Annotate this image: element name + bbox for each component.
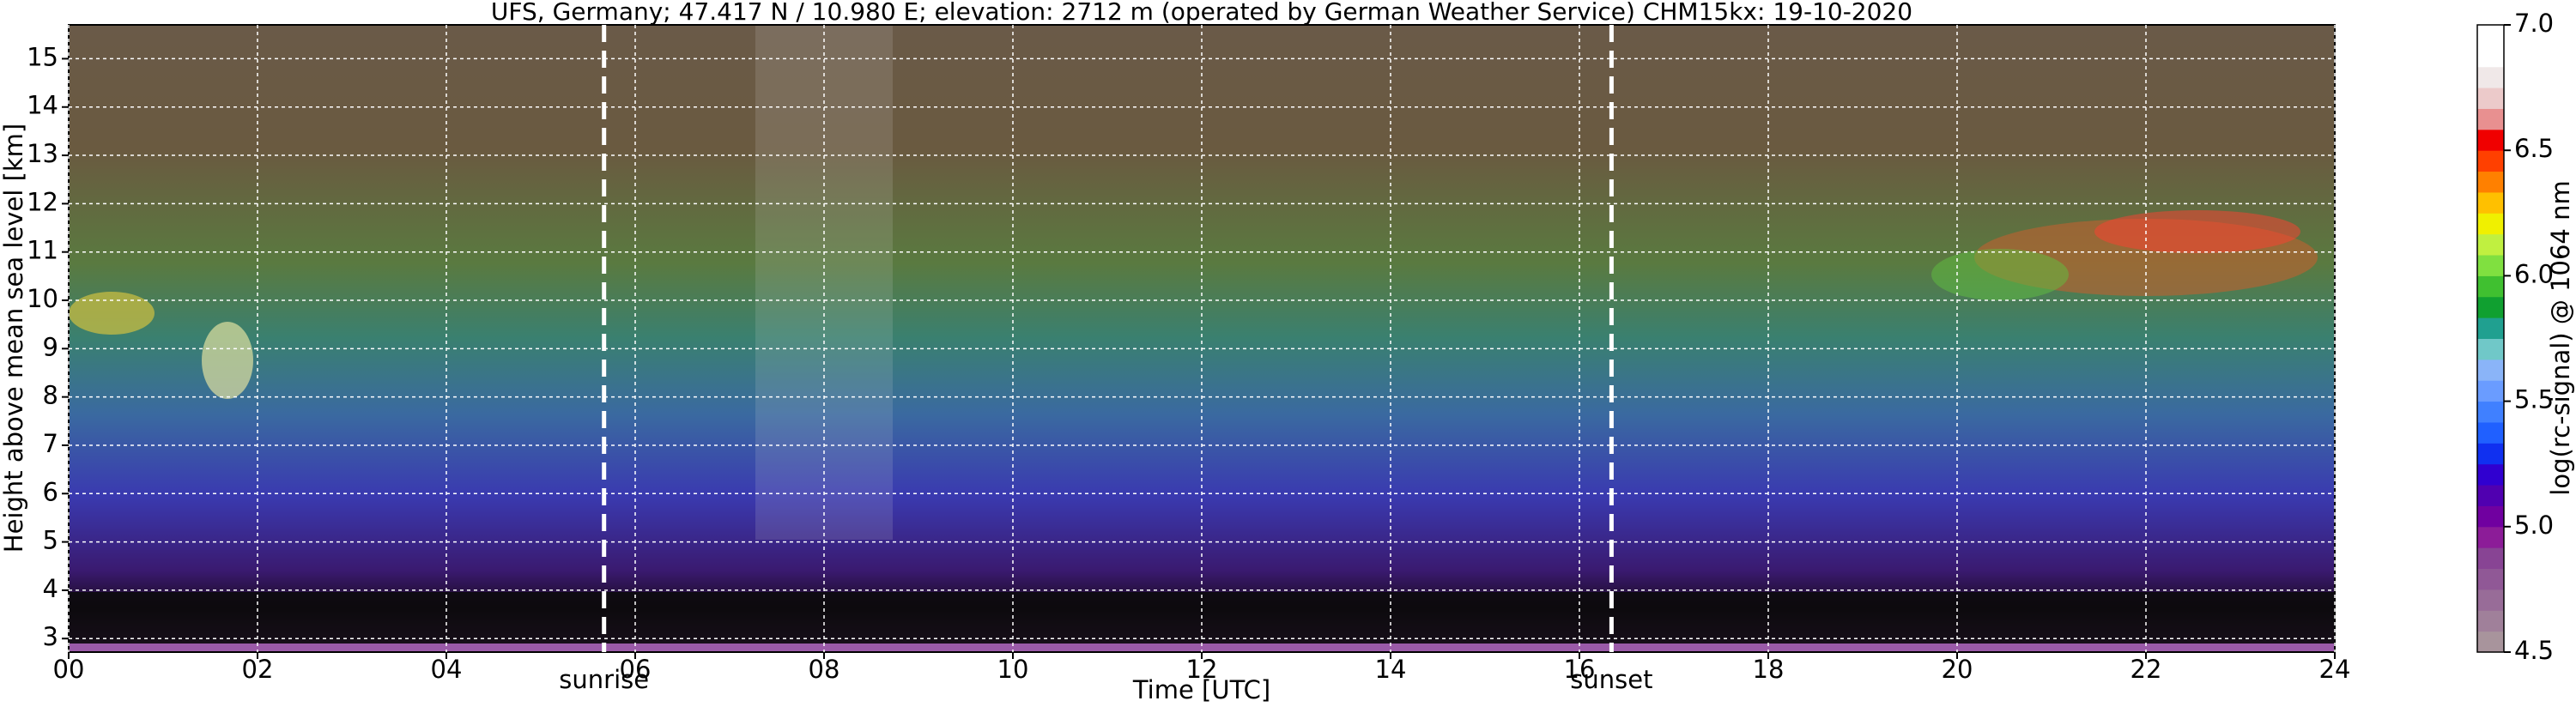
colorbar-segment [2477, 443, 2504, 465]
cloud [2094, 210, 2300, 253]
colorbar-tick-label: 6.0 [2514, 259, 2554, 288]
colorbar-segment [2477, 233, 2504, 256]
colorbar-segment [2477, 421, 2504, 444]
y-tick-label: 15 [27, 42, 58, 71]
x-tick-label: 00 [53, 655, 85, 684]
colorbar-tick-label: 5.0 [2514, 511, 2554, 540]
cloud [69, 292, 155, 335]
y-axis-label: Height above mean sea level [km] [0, 124, 28, 553]
y-tick-label: 13 [27, 139, 58, 168]
heatmap-ground-layer [69, 644, 2335, 652]
x-tick-label: 22 [2131, 655, 2162, 684]
y-tick-label: 6 [43, 477, 58, 506]
colorbar-segment [2477, 150, 2504, 172]
colorbar-segment [2477, 547, 2504, 570]
colorbar-segment [2477, 129, 2504, 151]
cloud [1931, 249, 2069, 300]
colorbar-tick-label: 5.5 [2514, 385, 2554, 414]
colorbar-segment [2477, 317, 2504, 339]
y-tick-label: 7 [43, 429, 58, 458]
colorbar-segment [2477, 25, 2504, 46]
x-axis-label: Time [UTC] [1132, 675, 1270, 704]
colorbar-segment [2477, 610, 2504, 632]
colorbar-segment [2477, 45, 2504, 68]
colorbar-segment [2477, 338, 2504, 360]
y-tick-label: 4 [43, 574, 58, 603]
x-tick-label: 20 [1942, 655, 1973, 684]
colorbar-frame [2476, 24, 2505, 653]
y-tick-label: 3 [43, 622, 58, 651]
chart-title: UFS, Germany; 47.417 N / 10.980 E; eleva… [491, 0, 1912, 26]
y-tick-label: 11 [27, 236, 58, 265]
cloud [202, 322, 253, 399]
x-tick-label: 06 [620, 655, 652, 684]
y-tick-label: 5 [43, 526, 58, 555]
colorbar-segment [2477, 255, 2504, 276]
colorbar-segment [2477, 485, 2504, 506]
colorbar-segment [2477, 213, 2504, 235]
colorbar-segment [2477, 88, 2504, 109]
x-tick-label: 18 [1753, 655, 1785, 684]
colorbar-segment [2477, 191, 2504, 214]
colorbar-tick-label: 6.5 [2514, 134, 2554, 163]
colorbar-segment [2477, 568, 2504, 590]
y-tick-label: 9 [43, 332, 58, 361]
colorbar-tick-label: 7.0 [2514, 9, 2554, 38]
colorbar-segment [2477, 589, 2504, 611]
colorbar-segment [2477, 296, 2504, 318]
colorbar-segment [2477, 108, 2504, 130]
x-tick-label: 12 [1186, 655, 1218, 684]
x-tick-label: 08 [809, 655, 840, 684]
x-tick-label: 16 [1564, 655, 1596, 684]
colorbar-segment [2477, 463, 2504, 486]
annotation-label: sunset [1570, 665, 1652, 694]
y-tick-label: 14 [27, 91, 58, 120]
x-tick-label: 04 [431, 655, 463, 684]
colorbar-segment [2477, 526, 2504, 548]
colorbar-segment [2477, 380, 2504, 402]
y-tick-label: 12 [27, 187, 58, 216]
y-tick-label: 10 [27, 284, 58, 313]
x-tick-label: 02 [242, 655, 274, 684]
x-tick-label: 24 [2319, 655, 2351, 684]
heatmap [69, 25, 2335, 652]
colorbar-label: log(rc-signal) @ 1064 nm [2546, 180, 2575, 495]
colorbar-segment [2477, 401, 2504, 423]
y-tick-label: 8 [43, 381, 58, 410]
colorbar-segment [2477, 631, 2504, 653]
x-tick-label: 14 [1375, 655, 1407, 684]
colorbar-segment [2477, 171, 2504, 193]
colorbar-segment [2477, 275, 2504, 298]
x-tick-label: 10 [997, 655, 1029, 684]
colorbar-tick-label: 4.5 [2514, 636, 2554, 665]
colorbar-segment [2477, 359, 2504, 381]
colorbar-segment [2477, 505, 2504, 528]
annotation-label: sunrise [559, 665, 649, 694]
colorbar-segment [2477, 66, 2504, 88]
